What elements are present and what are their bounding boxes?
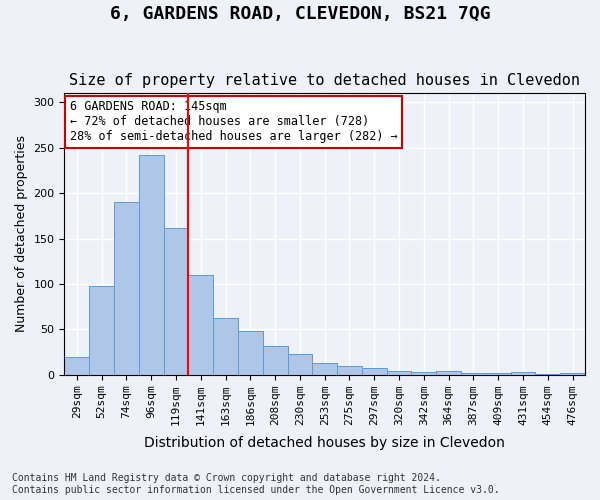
Bar <box>362 368 386 374</box>
X-axis label: Distribution of detached houses by size in Clevedon: Distribution of detached houses by size … <box>144 436 505 450</box>
Bar <box>436 371 461 374</box>
Bar <box>287 354 313 374</box>
Bar <box>337 366 362 374</box>
Bar <box>560 373 585 374</box>
Text: 6, GARDENS ROAD, CLEVEDON, BS21 7QG: 6, GARDENS ROAD, CLEVEDON, BS21 7QG <box>110 5 490 23</box>
Bar <box>313 363 337 374</box>
Bar <box>511 372 535 374</box>
Bar <box>486 373 511 374</box>
Bar <box>139 155 164 374</box>
Bar <box>461 373 486 374</box>
Bar <box>188 275 213 374</box>
Text: Contains HM Land Registry data © Crown copyright and database right 2024.
Contai: Contains HM Land Registry data © Crown c… <box>12 474 500 495</box>
Bar <box>114 202 139 374</box>
Bar <box>263 346 287 374</box>
Title: Size of property relative to detached houses in Clevedon: Size of property relative to detached ho… <box>69 73 580 88</box>
Bar <box>412 372 436 374</box>
Bar <box>386 371 412 374</box>
Bar <box>64 358 89 374</box>
Bar <box>89 286 114 374</box>
Bar <box>164 228 188 374</box>
Bar <box>238 331 263 374</box>
Y-axis label: Number of detached properties: Number of detached properties <box>15 136 28 332</box>
Bar <box>213 318 238 374</box>
Text: 6 GARDENS ROAD: 145sqm
← 72% of detached houses are smaller (728)
28% of semi-de: 6 GARDENS ROAD: 145sqm ← 72% of detached… <box>70 100 397 144</box>
